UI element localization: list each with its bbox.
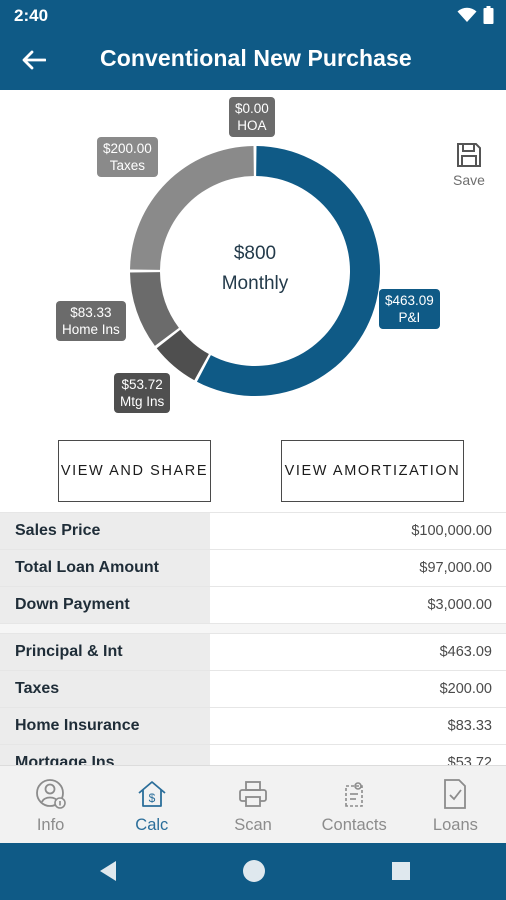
callout-mtg-ins: $53.72 Mtg Ins — [114, 373, 171, 413]
person-info-icon — [35, 779, 66, 809]
save-button[interactable]: Save — [448, 142, 490, 188]
callout-hoa: $0.00 HOA — [229, 97, 275, 137]
view-and-share-button[interactable]: VIEW AND SHARE — [58, 440, 211, 502]
nav-item-scan[interactable]: Scan — [202, 766, 303, 843]
nav-label-calc: Calc — [135, 816, 169, 834]
row-label: Sales Price — [0, 513, 210, 549]
donut-segment-p-i — [196, 146, 380, 396]
save-label: Save — [453, 172, 485, 188]
arrow-left-icon — [22, 50, 46, 70]
payment-summary-table: Principal & Int $463.09 Taxes $200.00 Ho… — [0, 633, 506, 782]
table-row: Sales Price $100,000.00 — [0, 513, 506, 550]
system-home-icon[interactable] — [241, 858, 267, 884]
nav-item-info[interactable]: Info — [0, 766, 101, 843]
callout-home-ins: $83.33 Home Ins — [56, 301, 126, 341]
view-amortization-button[interactable]: VIEW AMORTIZATION — [281, 440, 464, 502]
donut-segment-taxes — [130, 146, 254, 270]
table-row: Home Insurance $83.33 — [0, 708, 506, 745]
donut-segment-mtg-ins — [156, 329, 209, 381]
donut-chart — [130, 146, 380, 396]
table-divider — [0, 623, 506, 633]
status-icons — [457, 6, 494, 24]
row-label: Home Insurance — [0, 708, 210, 744]
callout-mtg-ins-label: Mtg Ins — [120, 394, 165, 409]
callout-home-ins-amount: $83.33 — [70, 305, 112, 320]
svg-text:$: $ — [148, 791, 155, 805]
wifi-icon — [457, 7, 477, 22]
row-value: $463.09 — [439, 644, 492, 660]
callout-pi-label: P&I — [398, 310, 421, 325]
row-value: $100,000.00 — [411, 523, 492, 539]
callout-hoa-amount: $0.00 — [235, 101, 269, 116]
row-value: $3,000.00 — [427, 597, 492, 613]
nav-item-calc[interactable]: $ Calc — [101, 766, 202, 843]
row-label: Principal & Int — [0, 634, 210, 670]
payment-breakdown-chart: $800 Monthly $0.00 HOA $200.00 Taxes $83… — [0, 90, 506, 510]
table-row: Taxes $200.00 — [0, 671, 506, 708]
app-bar: Conventional New Purchase — [0, 30, 506, 90]
page-title: Conventional New Purchase — [100, 45, 412, 71]
callout-taxes-amount: $200.00 — [103, 141, 152, 156]
printer-icon — [239, 781, 267, 807]
callout-mtg-ins-amount: $53.72 — [121, 377, 163, 392]
loan-summary-table: Sales Price $100,000.00 Total Loan Amoun… — [0, 512, 506, 624]
callout-pi-amount: $463.09 — [385, 293, 434, 308]
nav-label-info: Info — [36, 816, 65, 834]
callout-home-ins-label: Home Ins — [62, 322, 120, 337]
row-value: $97,000.00 — [419, 560, 492, 576]
status-bar: 2:40 — [0, 0, 506, 30]
callout-taxes: $200.00 Taxes — [97, 137, 158, 177]
row-label: Total Loan Amount — [0, 550, 210, 586]
status-time: 2:40 — [14, 6, 49, 25]
house-dollar-icon: $ — [138, 781, 166, 807]
nav-label-contacts: Contacts — [321, 816, 387, 834]
nav-label-loans: Loans — [432, 816, 478, 834]
table-row: Principal & Int $463.09 — [0, 634, 506, 671]
nav-item-loans[interactable]: Loans — [405, 766, 506, 843]
system-back-icon[interactable] — [96, 859, 118, 883]
row-label: Down Payment — [0, 587, 210, 623]
table-row: Down Payment $3,000.00 — [0, 587, 506, 624]
row-label: Taxes — [0, 671, 210, 707]
nav-item-contacts[interactable]: Contacts — [304, 766, 405, 843]
contacts-icon — [345, 782, 364, 807]
back-button[interactable] — [16, 42, 52, 78]
row-value: $83.33 — [447, 718, 492, 734]
battery-icon — [483, 6, 494, 24]
callout-taxes-label: Taxes — [109, 158, 146, 173]
document-check-icon — [444, 779, 467, 809]
callout-hoa-label: HOA — [237, 118, 267, 133]
nav-label-scan: Scan — [234, 816, 272, 834]
system-nav-bar — [0, 843, 506, 900]
callout-pi: $463.09 P&I — [379, 289, 440, 329]
table-row: Total Loan Amount $97,000.00 — [0, 550, 506, 587]
monthly-label: Monthly — [221, 273, 289, 294]
row-value: $200.00 — [439, 681, 492, 697]
system-recents-icon[interactable] — [391, 861, 411, 881]
save-icon — [457, 143, 481, 167]
bottom-nav: Info $ Calc Scan Contacts Loans — [0, 765, 506, 843]
donut-segment-home-ins — [130, 272, 179, 346]
monthly-amount: $800 — [233, 243, 277, 264]
